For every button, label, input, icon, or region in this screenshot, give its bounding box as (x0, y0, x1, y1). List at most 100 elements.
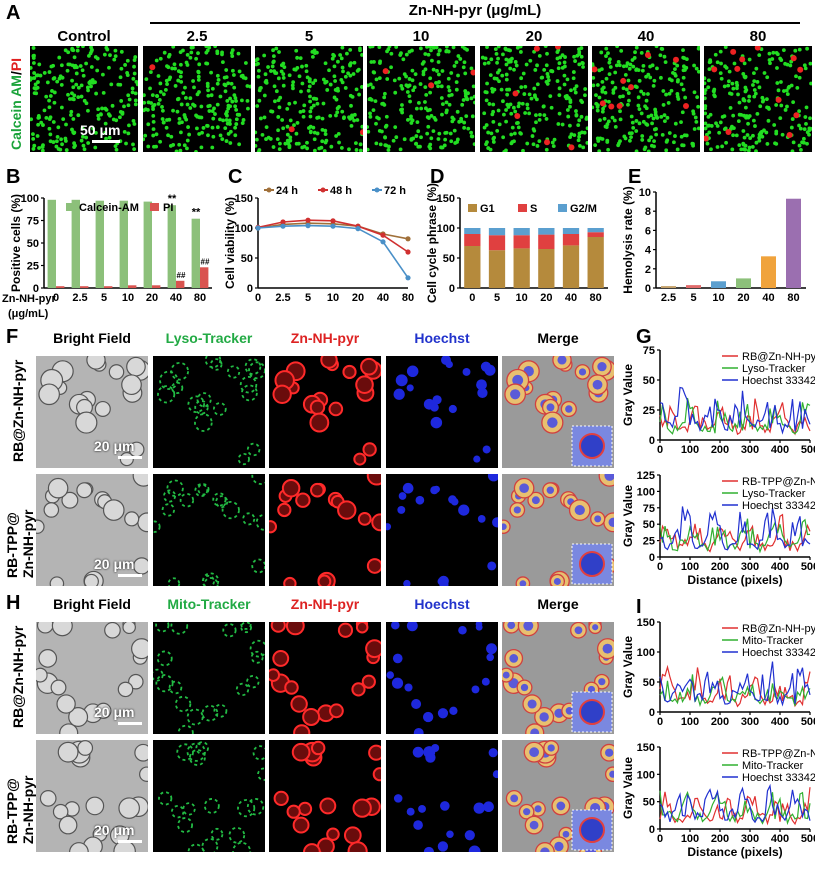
x-tick-label: 5 (690, 292, 696, 304)
x-tick-label: 300 (741, 561, 759, 573)
legend-swatch (558, 204, 567, 212)
x-tick-label: 5 (101, 292, 107, 304)
legend-label: 48 h (330, 185, 352, 197)
legend-label: G1 (480, 203, 495, 215)
significance-mark: ** (192, 207, 201, 219)
y-tick-label: 100 (437, 223, 455, 235)
y-axis-label: Gray Value (621, 757, 635, 819)
bar (786, 198, 801, 288)
panel-label-g: G (636, 326, 652, 348)
bar (95, 200, 104, 288)
channel-header: Zn-NH-pyr (290, 596, 360, 612)
fluorescence-image (143, 46, 251, 152)
microscopy-image (502, 356, 614, 468)
profile-line (659, 518, 811, 554)
stacked-bar-segment (538, 228, 555, 235)
y-tick-label: 50 (643, 519, 655, 531)
microscopy-image (386, 356, 498, 468)
row-label: RB-TPP@ (4, 778, 20, 844)
profile-line (659, 513, 811, 553)
channel-header: Merge (537, 330, 579, 346)
x-tick-label: 10 (327, 292, 339, 304)
y-tick-label: 100 (637, 647, 655, 659)
bar (736, 278, 751, 288)
y-tick-label: 50 (643, 797, 655, 809)
legend-label: Lyso-Tracker (742, 488, 806, 500)
y-tick-label: 150 (637, 617, 655, 629)
significance-mark: ## (177, 271, 186, 280)
stacked-bar-segment (464, 234, 481, 246)
legend-label: G2/M (570, 203, 597, 215)
legend-label: Mito-Tracker (742, 760, 804, 772)
x-tick-label: 100 (681, 716, 699, 728)
stacked-bar-segment (538, 249, 555, 288)
data-point (305, 217, 311, 223)
panel-a-col-header: 20 (525, 28, 543, 45)
x-tick-label: 20 (540, 292, 552, 304)
microscopy-image (269, 474, 381, 586)
data-point (405, 249, 411, 255)
bar (80, 286, 89, 288)
stacked-bar-segment (488, 235, 506, 251)
fluorescence-image (480, 46, 588, 152)
panel-a-group-line (150, 22, 800, 24)
legend-label: RB@Zn-NH-pyr (742, 623, 815, 635)
x-tick-label: 200 (711, 716, 729, 728)
fluorescence-image (592, 46, 700, 152)
y-tick-label: 50 (643, 677, 655, 689)
x-tick-label: 80 (787, 292, 799, 304)
channel-header: Merge (537, 596, 579, 612)
row-label: RB-TPP@ (4, 512, 20, 578)
profile-line (659, 661, 811, 707)
x-tick-label: 300 (741, 833, 759, 845)
legend-label: Mito-Tracker (742, 635, 804, 647)
legend-swatch (150, 203, 159, 211)
data-point (355, 226, 361, 232)
x-tick-label: 500 (801, 716, 815, 728)
bar (661, 286, 676, 288)
legend-label: Hoechst 33342 (742, 772, 815, 784)
legend-label: RB-TPP@Zn-NH-pyr (742, 476, 815, 488)
bar (200, 267, 209, 288)
y-axis-label: Gray Value (621, 636, 635, 698)
bar (47, 199, 56, 288)
x-axis-label: (μg/mL) (8, 308, 49, 320)
x-axis-label: Zn-NH-pyr (2, 293, 56, 305)
scale-bar-label: 20 μm (94, 704, 135, 720)
panel-label-i: I (636, 596, 642, 618)
y-tick-label: 50 (443, 253, 455, 265)
x-tick-label: 40 (377, 292, 389, 304)
y-tick-label: 50 (27, 238, 39, 250)
channel-header: Lyso-Tracker (165, 330, 253, 346)
x-axis-label: Distance (pixels) (687, 845, 782, 859)
channel-header: Hoechst (414, 330, 470, 346)
bar (176, 280, 185, 288)
bar (119, 200, 128, 288)
scale-bar-label: 20 μm (94, 822, 135, 838)
y-axis-label: Cell viability (%) (223, 197, 237, 289)
y-tick-label: 6 (645, 225, 651, 237)
y-tick-label: 8 (645, 206, 651, 218)
x-tick-label: 5 (305, 292, 311, 304)
panel-label-a: A (6, 2, 21, 24)
x-tick-label: 100 (681, 444, 699, 456)
x-tick-label: 80 (402, 292, 414, 304)
microscopy-image (153, 740, 265, 852)
y-axis-label: Positive cells (%) (9, 194, 23, 292)
channel-header: Hoechst (414, 596, 470, 612)
legend-label: Calcein-AM (79, 202, 139, 214)
scale-bar-label: 20 μm (94, 438, 135, 454)
data-point (380, 232, 386, 238)
significance-mark: ## (201, 257, 210, 266)
data-point (305, 223, 311, 229)
legend-swatch (468, 204, 477, 212)
x-tick-label: 0 (657, 716, 663, 728)
y-tick-label: 25 (643, 405, 655, 417)
panel-label-e: E (628, 166, 642, 188)
row-label: Zn-NH-pyr (20, 775, 36, 844)
y-tick-label: 25 (643, 536, 655, 548)
stacked-bar-segment (513, 235, 530, 249)
panel-a-col-header: Control (57, 28, 111, 45)
row-label-pi: PI (8, 57, 24, 72)
